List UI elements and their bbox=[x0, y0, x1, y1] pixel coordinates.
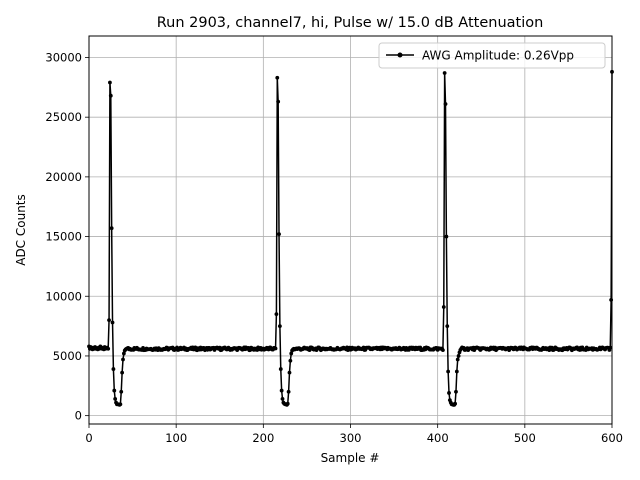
x-tick-label: 200 bbox=[252, 431, 274, 445]
y-tick-label: 15000 bbox=[45, 230, 82, 244]
data-point bbox=[441, 305, 446, 309]
data-point bbox=[288, 358, 293, 363]
data-point bbox=[113, 397, 118, 401]
data-point bbox=[275, 75, 280, 80]
data-point bbox=[278, 367, 283, 371]
data-point bbox=[111, 367, 116, 371]
y-axis: 0 5000 10000 15000 20000 25000 30000 bbox=[45, 50, 89, 423]
y-tick-label: 30000 bbox=[45, 50, 82, 64]
y-tick-label: 10000 bbox=[45, 289, 82, 303]
data-point bbox=[441, 348, 445, 353]
data-point bbox=[287, 370, 292, 375]
data-point bbox=[456, 354, 461, 358]
data-point bbox=[453, 401, 457, 406]
data-point bbox=[276, 99, 281, 104]
data-point bbox=[108, 93, 113, 98]
x-tick-label: 500 bbox=[514, 431, 536, 445]
data-point bbox=[273, 346, 278, 351]
data-point bbox=[454, 389, 458, 394]
data-point bbox=[120, 370, 125, 375]
data-point bbox=[285, 401, 290, 406]
data-point bbox=[442, 71, 447, 75]
data-point bbox=[277, 232, 281, 237]
y-tick-label: 20000 bbox=[45, 170, 82, 184]
y-tick-label: 25000 bbox=[45, 110, 82, 124]
legend-box bbox=[378, 42, 606, 69]
x-tick-label: 0 bbox=[85, 431, 92, 445]
data-point bbox=[121, 357, 125, 362]
grid bbox=[88, 36, 613, 424]
data-point bbox=[277, 324, 282, 328]
data-point bbox=[455, 357, 460, 362]
legend-marker bbox=[397, 52, 403, 58]
legend: AWG Amplitude: 0.26Vpp bbox=[378, 42, 606, 69]
data-point bbox=[289, 351, 294, 356]
data-point bbox=[121, 351, 126, 356]
data-point bbox=[112, 388, 117, 393]
legend-label: AWG Amplitude: 0.26Vpp bbox=[422, 49, 574, 63]
data-point bbox=[286, 389, 291, 394]
x-axis-label: Sample # bbox=[321, 451, 380, 465]
data-point bbox=[106, 346, 111, 351]
y-tick-label: 5000 bbox=[53, 349, 82, 363]
data-point bbox=[107, 318, 111, 323]
data-point bbox=[454, 369, 459, 374]
data-point bbox=[279, 388, 284, 393]
y-tick-label: 0 bbox=[75, 409, 82, 423]
data-point bbox=[108, 80, 112, 85]
data-point bbox=[109, 226, 114, 231]
data-point bbox=[119, 389, 124, 394]
x-axis: 0 100 200 300 400 500 600 bbox=[85, 424, 623, 445]
data-point bbox=[443, 102, 448, 106]
data-point bbox=[444, 234, 449, 239]
series-layer bbox=[87, 69, 614, 407]
data-point bbox=[110, 320, 115, 325]
x-tick-label: 400 bbox=[427, 431, 449, 445]
data-point bbox=[447, 391, 451, 395]
x-tick-label: 300 bbox=[340, 431, 362, 445]
data-point bbox=[274, 312, 279, 317]
y-axis-label: ADC Counts bbox=[14, 194, 28, 266]
data-point bbox=[445, 324, 450, 328]
data-point bbox=[280, 397, 285, 401]
data-point bbox=[446, 369, 451, 374]
data-point bbox=[608, 345, 613, 350]
chart-title: Run 2903, channel7, hi, Pulse w/ 15.0 dB… bbox=[157, 15, 544, 31]
x-tick-label: 100 bbox=[165, 431, 187, 445]
x-tick-label: 600 bbox=[601, 431, 623, 445]
data-point bbox=[118, 402, 123, 407]
